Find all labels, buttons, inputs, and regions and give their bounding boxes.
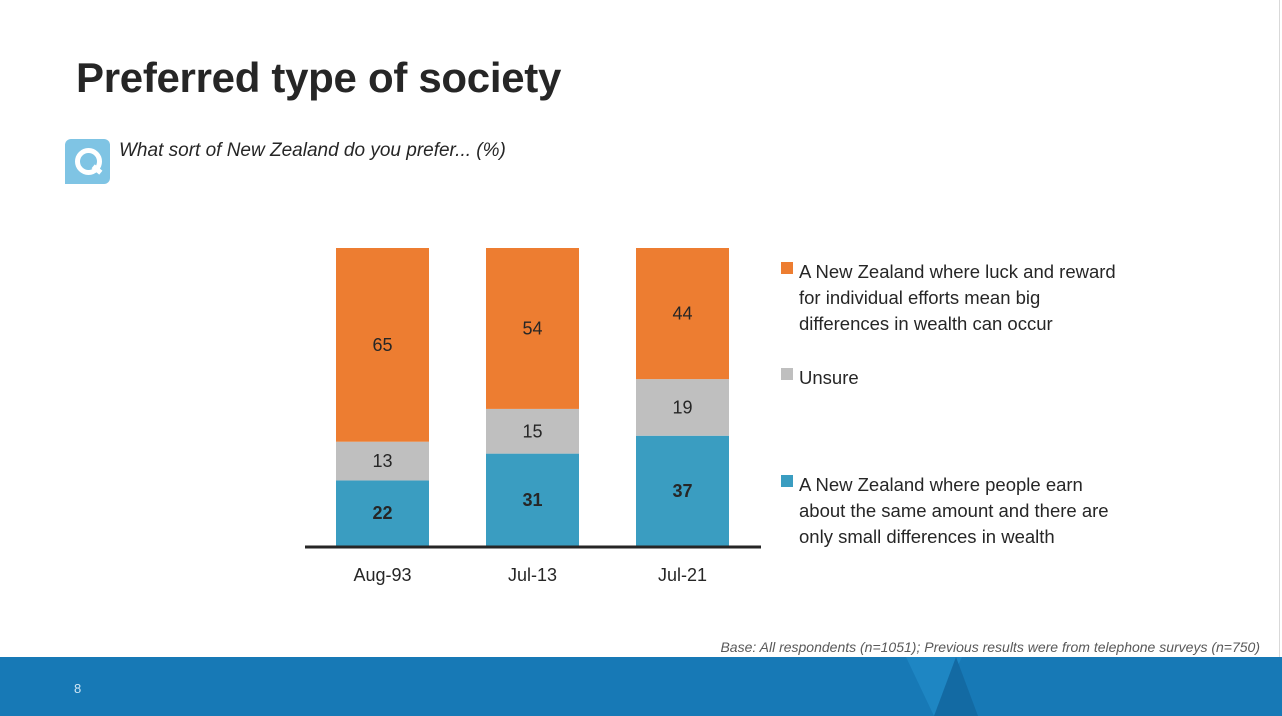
x-tick-label: Jul-21 bbox=[658, 565, 707, 585]
bar-segment bbox=[336, 441, 429, 481]
legend-swatch bbox=[781, 262, 793, 274]
legend-label: Unsure bbox=[799, 367, 859, 388]
question-icon bbox=[65, 139, 110, 184]
slide-edge-rule bbox=[1279, 0, 1280, 657]
footer-decoration bbox=[934, 657, 978, 716]
bar-segment bbox=[486, 408, 579, 454]
survey-question: What sort of New Zealand do you prefer..… bbox=[119, 140, 506, 161]
data-label: 15 bbox=[522, 421, 542, 441]
bar-segment bbox=[486, 453, 579, 546]
base-note: Base: All respondents (n=1051); Previous… bbox=[720, 639, 1260, 655]
data-label: 19 bbox=[672, 397, 692, 417]
data-label: 31 bbox=[522, 490, 542, 510]
x-tick-labels: Aug-93 Jul-13 Jul-21 bbox=[353, 565, 707, 585]
bar-segment bbox=[636, 248, 729, 380]
bar-segment bbox=[336, 248, 429, 442]
x-tick-label: Jul-13 bbox=[508, 565, 557, 585]
page-title: Preferred type of society bbox=[76, 54, 562, 101]
bars-group: 22 13 65 31 15 54 37 19 44 bbox=[336, 248, 729, 546]
x-tick-label: Aug-93 bbox=[353, 565, 411, 585]
page-number: 8 bbox=[74, 681, 82, 696]
bar-segment bbox=[636, 435, 729, 546]
data-label: 37 bbox=[672, 481, 692, 501]
footer-bar: 8 bbox=[0, 657, 1282, 716]
data-label: 22 bbox=[372, 503, 392, 523]
bar-segment bbox=[486, 248, 579, 409]
bar-segment bbox=[336, 480, 429, 546]
legend-label: A New Zealand where people earn about th… bbox=[799, 474, 1109, 547]
data-label: 13 bbox=[372, 451, 392, 471]
data-label: 44 bbox=[672, 304, 692, 324]
legend-label: A New Zealand where luck and reward for … bbox=[799, 261, 1116, 334]
legend-swatch bbox=[781, 368, 793, 380]
bar-segment bbox=[636, 379, 729, 436]
legend-swatch bbox=[781, 475, 793, 487]
data-label: 54 bbox=[522, 318, 542, 338]
data-label: 65 bbox=[372, 335, 392, 355]
